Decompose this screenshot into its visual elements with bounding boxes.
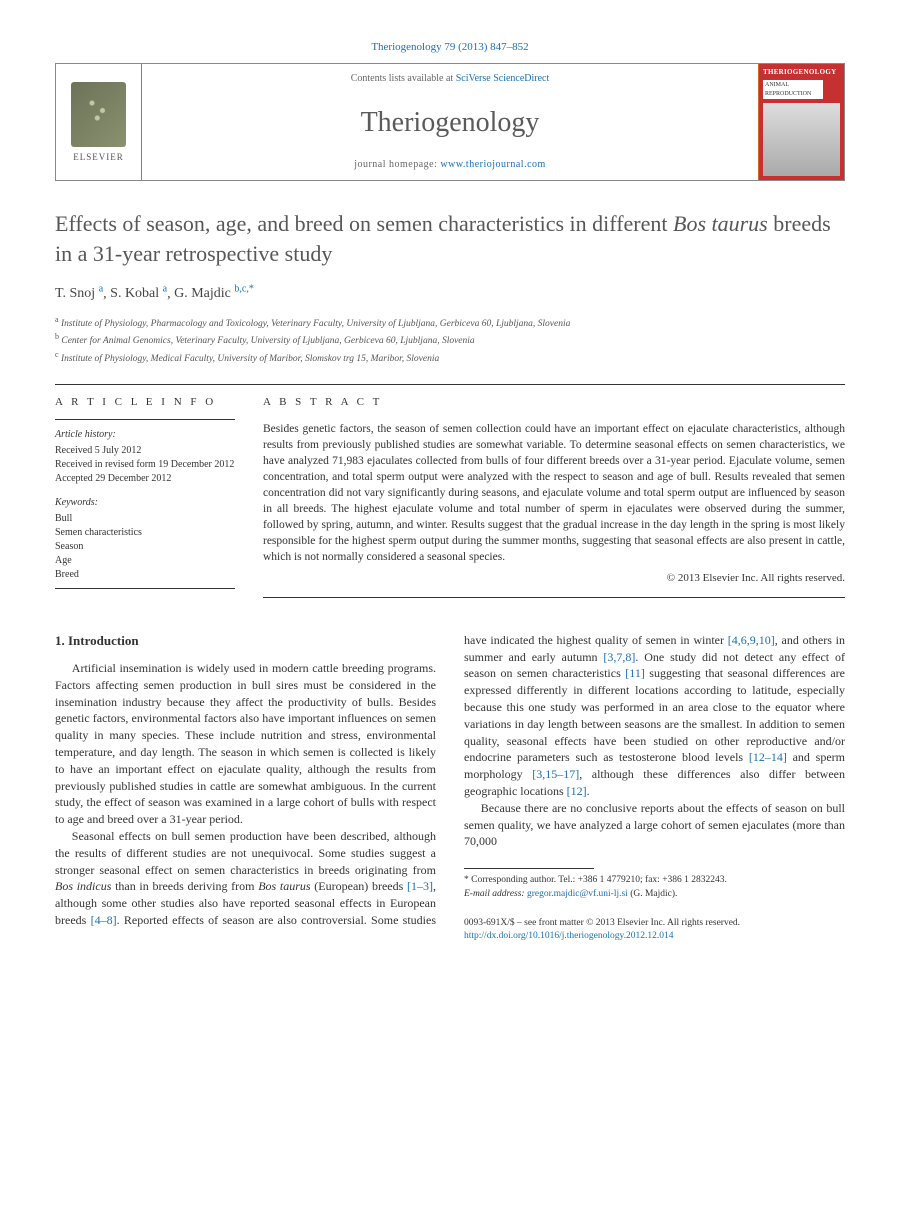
divider	[55, 588, 235, 589]
article-title: Effects of season, age, and breed on sem…	[55, 209, 845, 268]
authors-line: T. Snoj a, S. Kobal a, G. Majdic b,c,*	[55, 283, 845, 304]
corresponding-mark: *	[249, 284, 254, 295]
sciencedirect-link[interactable]: SciVerse ScienceDirect	[456, 73, 550, 84]
journal-header: ELSEVIER Contents lists available at Sci…	[55, 63, 845, 181]
abstract-heading: A B S T R A C T	[263, 395, 845, 410]
corresponding-footnote: * Corresponding author. Tel.: +386 1 477…	[464, 874, 845, 901]
issn-line: 0093-691X/$ – see front matter © 2013 El…	[464, 917, 845, 930]
citation-link[interactable]: Theriogenology 79 (2013) 847–852	[371, 41, 528, 53]
reference-link[interactable]: [12–14]	[749, 750, 787, 764]
elsevier-logo[interactable]: ELSEVIER	[56, 64, 141, 180]
homepage-line: journal homepage: www.theriojournal.com	[354, 158, 546, 172]
cover-thumbnail[interactable]: THERIOGENOLOGY ANIMALREPRODUCTION	[759, 64, 844, 180]
reference-link[interactable]: [11]	[625, 666, 645, 680]
keyword: Bull	[55, 512, 235, 526]
abstract: A B S T R A C T Besides genetic factors,…	[263, 385, 845, 606]
email-link[interactable]: gregor.majdic@vf.uni-lj.si	[527, 889, 628, 899]
history-received: Received 5 July 2012	[55, 444, 235, 458]
reference-link[interactable]: [12]	[567, 784, 587, 798]
paragraph: Artificial insemination is widely used i…	[55, 660, 436, 828]
reference-link[interactable]: [3,7,8]	[603, 650, 635, 664]
author-3: G. Majdic b,c,*	[174, 286, 254, 301]
section-heading: 1. Introduction	[55, 632, 436, 650]
keyword: Season	[55, 540, 235, 554]
abstract-text: Besides genetic factors, the season of s…	[263, 421, 845, 566]
author-2: S. Kobal a	[110, 286, 167, 301]
history-accepted: Accepted 29 December 2012	[55, 472, 235, 486]
keyword: Semen characteristics	[55, 526, 235, 540]
homepage-link[interactable]: www.theriojournal.com	[440, 159, 545, 170]
footer: 0093-691X/$ – see front matter © 2013 El…	[464, 917, 845, 944]
copyright-line: © 2013 Elsevier Inc. All rights reserved…	[263, 571, 845, 586]
journal-name: Theriogenology	[361, 103, 540, 142]
contents-line: Contents lists available at SciVerse Sci…	[351, 72, 550, 86]
reference-link[interactable]: [4,6,9,10]	[728, 633, 775, 647]
cover-title: THERIOGENOLOGY	[763, 68, 840, 78]
cover-image	[763, 103, 840, 176]
doi-link[interactable]: http://dx.doi.org/10.1016/j.theriogenolo…	[464, 931, 674, 941]
info-abstract-block: A R T I C L E I N F O Article history: R…	[55, 384, 845, 606]
reference-link[interactable]: [1–3]	[407, 879, 433, 893]
divider	[263, 597, 845, 598]
reference-link[interactable]: [4–8]	[91, 913, 117, 927]
body-text: 1. Introduction Artificial insemination …	[55, 632, 845, 944]
reference-link[interactable]: [3,15–17]	[532, 767, 579, 781]
article-info: A R T I C L E I N F O Article history: R…	[55, 384, 235, 606]
author-1: T. Snoj a	[55, 286, 103, 301]
citation-line: Theriogenology 79 (2013) 847–852	[55, 40, 845, 55]
keyword: Age	[55, 554, 235, 568]
elsevier-tree-icon	[71, 82, 126, 147]
footnote-rule	[464, 868, 594, 869]
history-label: Article history:	[55, 428, 235, 442]
affiliations: a Institute of Physiology, Pharmacology …	[55, 314, 845, 366]
paragraph: Because there are no conclusive reports …	[464, 800, 845, 850]
header-center: Contents lists available at SciVerse Sci…	[141, 64, 759, 180]
keywords-label: Keywords:	[55, 496, 235, 510]
cover-subtitle: ANIMALREPRODUCTION	[763, 80, 823, 99]
elsevier-label: ELSEVIER	[73, 151, 124, 164]
article-info-heading: A R T I C L E I N F O	[55, 395, 235, 410]
divider	[55, 419, 235, 420]
keyword: Breed	[55, 568, 235, 582]
history-revised: Received in revised form 19 December 201…	[55, 458, 235, 472]
